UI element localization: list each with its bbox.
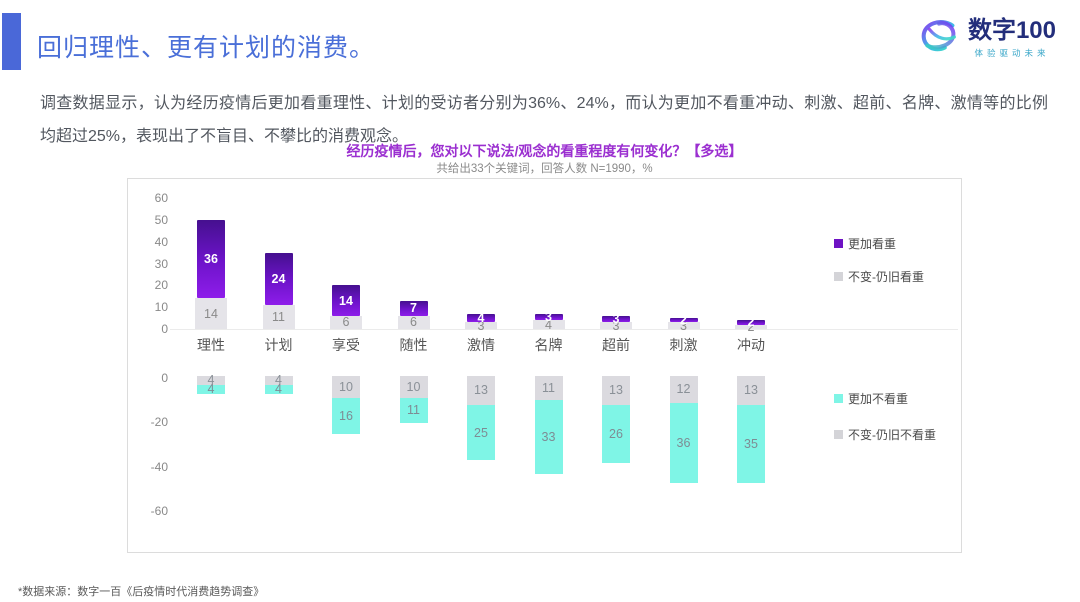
legend-swatch-gray	[834, 272, 843, 281]
category-label: 理性	[197, 337, 225, 353]
y-axis-tick-top: 40	[154, 234, 168, 249]
bar-less-important: 36	[669, 402, 698, 483]
bar-unchanged-important: 3	[600, 319, 632, 333]
y-axis-tick-top: 20	[154, 278, 168, 293]
category-label: 冲动	[737, 337, 765, 353]
bar-unchanged-important: 6	[397, 315, 430, 329]
bar-less-important: 4	[264, 382, 293, 396]
bar-more-important: 7	[399, 300, 428, 316]
bar-more-important: 4	[467, 311, 495, 325]
footer-source: *数据来源：数字一百《后疫情时代消费趋势调查》	[18, 586, 265, 598]
bar-unchanged-important: 6	[330, 315, 362, 329]
bar-unchanged-important: 3	[465, 319, 497, 333]
legend-swatch-gray	[834, 430, 843, 439]
bar-unchanged-not-important: 13	[467, 376, 495, 405]
category-label: 享受	[332, 337, 360, 353]
bar-unchanged-not-important: 4	[197, 373, 225, 387]
category-label: 激情	[467, 337, 495, 353]
chart-title: 经历疫情后，您对以下说法/观念的看重程度有何变化？【多选】	[346, 143, 743, 159]
legend-unchanged-not-important: 不变-仍旧不看重	[834, 426, 936, 443]
logo-swirl-icon	[921, 20, 956, 52]
bar-unchanged-not-important: 10	[332, 376, 360, 399]
legend-swatch-purple	[834, 239, 843, 248]
zero-axis-line	[170, 329, 958, 330]
category-label: 超前	[602, 337, 630, 353]
bar-more-important: 3	[602, 312, 630, 326]
legend-swatch-cyan	[834, 394, 843, 403]
category-label: 随性	[399, 337, 428, 353]
bar-more-important: 3	[534, 310, 563, 324]
chart-box: 60 50 40 30 20 10 0 0 -20 -40 -60 14 36 4 4 理性 11 24 4 4 计划 6…	[127, 178, 962, 553]
bar-less-important: 11	[399, 398, 428, 423]
bar-unchanged-not-important: 13	[602, 376, 630, 405]
bar-unchanged-not-important: 13	[737, 376, 765, 405]
bar-unchanged-not-important: 4	[264, 373, 293, 387]
y-axis-tick-top: 30	[154, 256, 168, 271]
legend-label: 不变-仍旧不看重	[848, 428, 936, 442]
legend-label: 更加不看重	[848, 392, 909, 406]
bar-unchanged-important: 4	[532, 318, 565, 332]
bar-unchanged-not-important: 11	[534, 376, 563, 401]
bar-more-important: 2	[669, 313, 698, 327]
bar-less-important: 26	[602, 404, 630, 463]
legend-unchanged-important: 不变-仍旧看重	[834, 268, 924, 285]
bar-less-important: 25	[467, 404, 495, 461]
y-axis-tick-top: 0	[161, 322, 168, 336]
bar-unchanged-important: 3	[667, 319, 700, 333]
bar-unchanged-important: 11	[262, 305, 295, 329]
category-label: 计划	[264, 337, 293, 353]
page-title: 回归理性、更有计划的消费。	[37, 34, 376, 62]
bar-unchanged-important: 14	[195, 298, 227, 329]
bar-less-important: 4	[197, 382, 225, 396]
bar-unchanged-important: 2	[735, 320, 767, 334]
logo-tagline: 体验驱动未来	[974, 48, 1050, 59]
chart-subtitle: 共给出33个关键词，回答人数 N=1990，%	[436, 163, 653, 175]
y-axis-tick-bottom: -40	[150, 459, 168, 474]
legend-more-important: 更加看重	[834, 235, 896, 252]
legend-less-important: 更加不看重	[834, 390, 908, 407]
title-accent-bar	[2, 13, 21, 70]
y-axis-tick-top: 60	[154, 191, 168, 206]
bar-unchanged-not-important: 12	[669, 376, 698, 403]
intro-paragraph: 调查数据显示，认为经历疫情后更加看重理性、计划的受访者分别为36%、24%，而认…	[40, 95, 1048, 145]
bar-more-important: 14	[332, 285, 360, 316]
y-axis-tick-bottom: 0	[161, 371, 168, 385]
legend-label: 更加看重	[848, 237, 897, 251]
y-axis-tick-bottom: -60	[150, 504, 168, 519]
bar-unchanged-not-important: 10	[399, 376, 428, 399]
y-axis-tick-top: 10	[154, 300, 168, 315]
bar-more-important: 36	[197, 220, 225, 299]
brand-logo: 数字100 体验驱动未来	[916, 14, 1056, 60]
bar-more-important: 2	[737, 315, 765, 329]
y-axis-tick-top: 50	[154, 213, 168, 227]
legend-label: 不变-仍旧看重	[848, 270, 924, 284]
y-axis-tick-bottom: -20	[150, 415, 168, 430]
bar-more-important: 24	[264, 252, 293, 305]
bar-less-important: 35	[737, 404, 765, 483]
category-label: 名牌	[534, 337, 563, 353]
plot-area: 60 50 40 30 20 10 0 0 -20 -40 -60 14 36 4 4 理性 11 24 4 4 计划 6…	[128, 179, 961, 552]
bar-less-important: 16	[332, 398, 360, 434]
bar-less-important: 33	[534, 400, 563, 474]
category-label: 刺激	[669, 337, 698, 353]
logo-name: 数字100	[967, 17, 1056, 44]
